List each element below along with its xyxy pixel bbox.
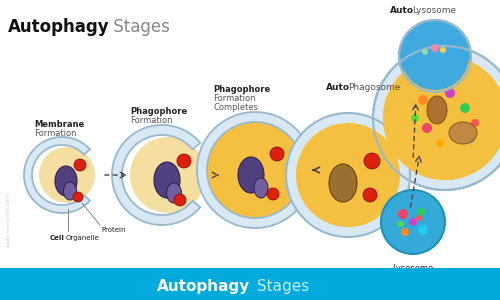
- Text: Auto: Auto: [390, 6, 414, 15]
- Circle shape: [177, 154, 191, 168]
- Ellipse shape: [428, 78, 450, 98]
- Circle shape: [445, 88, 455, 98]
- Circle shape: [130, 137, 206, 213]
- Ellipse shape: [154, 162, 180, 198]
- Circle shape: [74, 159, 86, 171]
- Circle shape: [73, 192, 83, 202]
- Text: Completes: Completes: [213, 103, 258, 112]
- Circle shape: [373, 46, 500, 190]
- Text: Autophagy: Autophagy: [8, 18, 110, 36]
- Circle shape: [411, 114, 419, 122]
- Ellipse shape: [254, 178, 268, 198]
- Circle shape: [401, 22, 469, 90]
- Text: Formation: Formation: [34, 129, 76, 138]
- Text: Formation: Formation: [213, 94, 256, 103]
- Circle shape: [381, 190, 445, 254]
- Ellipse shape: [238, 157, 264, 193]
- Circle shape: [465, 133, 475, 143]
- Ellipse shape: [64, 182, 76, 200]
- Circle shape: [270, 147, 284, 161]
- Text: Adobe Stock #392510493: Adobe Stock #392510493: [7, 193, 11, 247]
- Polygon shape: [112, 125, 200, 225]
- Circle shape: [383, 56, 500, 180]
- Ellipse shape: [449, 122, 477, 144]
- Ellipse shape: [55, 166, 77, 196]
- Circle shape: [409, 218, 417, 226]
- Circle shape: [267, 188, 279, 200]
- Circle shape: [363, 188, 377, 202]
- Text: Lysosome: Lysosome: [412, 6, 456, 15]
- Circle shape: [174, 194, 186, 206]
- Text: Protein: Protein: [101, 227, 126, 233]
- Circle shape: [422, 49, 428, 55]
- Ellipse shape: [427, 96, 447, 124]
- Bar: [0, 268, 500, 300]
- Circle shape: [418, 95, 428, 105]
- Circle shape: [383, 56, 500, 180]
- Circle shape: [460, 103, 470, 113]
- Polygon shape: [24, 137, 90, 213]
- Circle shape: [364, 153, 380, 169]
- Circle shape: [440, 47, 446, 53]
- Text: Lysosome: Lysosome: [392, 264, 434, 273]
- Polygon shape: [197, 112, 312, 228]
- Circle shape: [39, 147, 95, 203]
- Text: Stages: Stages: [252, 278, 309, 293]
- Circle shape: [422, 123, 432, 133]
- Circle shape: [286, 113, 410, 237]
- Circle shape: [418, 225, 428, 235]
- Circle shape: [436, 139, 444, 147]
- Circle shape: [398, 221, 404, 227]
- Circle shape: [399, 20, 471, 92]
- Circle shape: [296, 123, 400, 227]
- Circle shape: [207, 122, 303, 218]
- Circle shape: [296, 123, 400, 227]
- Text: Phagosome: Phagosome: [348, 83, 401, 92]
- Text: Autophagy: Autophagy: [157, 278, 250, 293]
- Text: Stages: Stages: [108, 18, 170, 36]
- Circle shape: [471, 119, 479, 127]
- Text: Cell: Cell: [50, 235, 65, 241]
- Circle shape: [401, 228, 409, 236]
- Circle shape: [431, 44, 439, 52]
- Circle shape: [417, 208, 425, 216]
- Ellipse shape: [329, 164, 357, 202]
- Ellipse shape: [166, 183, 182, 203]
- Text: Phagophore: Phagophore: [213, 85, 270, 94]
- Text: Organelle: Organelle: [66, 235, 100, 241]
- Circle shape: [416, 215, 422, 221]
- Text: Auto: Auto: [326, 83, 350, 92]
- Circle shape: [398, 209, 408, 219]
- Text: Phagophore: Phagophore: [130, 107, 187, 116]
- Text: Formation: Formation: [130, 116, 172, 125]
- Text: Membrane: Membrane: [34, 120, 84, 129]
